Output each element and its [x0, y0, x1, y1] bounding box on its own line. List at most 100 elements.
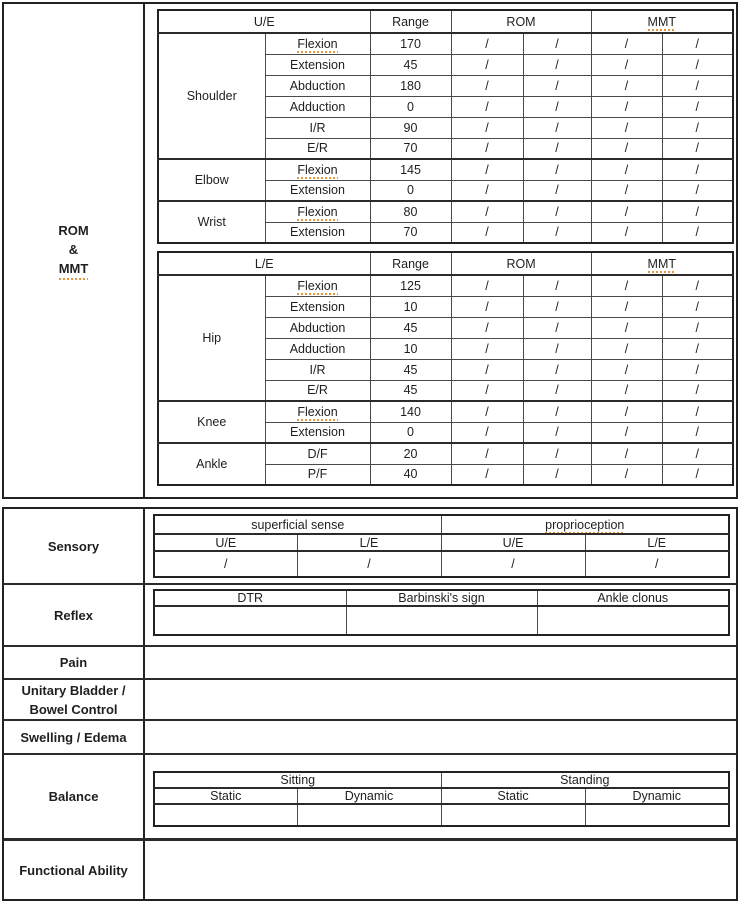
rom-value-cell: /: [522, 179, 592, 202]
movement-cell: I/R: [264, 358, 371, 381]
rom-value-cell: /: [450, 274, 524, 297]
side-label-mmt: MMT: [58, 259, 89, 280]
range-cell: 90: [369, 116, 452, 139]
movement-cell: Adduction: [264, 95, 371, 118]
mmt-header: MMT: [590, 251, 734, 276]
table-row: Extension 0// / /: [158, 179, 734, 202]
mmt-value-cell: /: [661, 74, 734, 97]
le-region-header: L/E: [157, 251, 371, 276]
range-cell: 10: [369, 337, 452, 360]
rom-value-cell: /: [450, 316, 524, 339]
mmt-value-cell: /: [590, 158, 663, 181]
movement-cell: E/R: [264, 379, 371, 402]
le-header-row: L/E Range ROM MMT: [157, 251, 734, 276]
mmt-value-cell: /: [590, 74, 663, 97]
sensory-content: superficial sense proprioception U/E L/E…: [145, 509, 736, 583]
range-cell: 10: [369, 295, 452, 318]
balance-value-cell: [584, 803, 730, 827]
balance-value-cell: [296, 803, 442, 827]
table-row: Hip Flexion 125// / /: [157, 274, 734, 402]
mmt-value-cell: /: [661, 421, 734, 444]
mmt-value-cell: /: [661, 358, 734, 381]
mmt-value-cell: /: [661, 274, 734, 297]
mmt-value-cell: /: [590, 137, 663, 160]
standing-header: Standing: [440, 771, 730, 789]
lower-extremity-table: L/E Range ROM MMT Hip Flexion 125// / / Exte…: [157, 251, 735, 486]
rom-header: ROM: [450, 9, 592, 34]
table-row: P/F 40// / /: [158, 463, 734, 486]
joint-cell: Knee: [157, 400, 266, 444]
joint-cell: Shoulder: [157, 32, 266, 160]
mmt-value-cell: /: [590, 337, 663, 360]
functional-ability-row: Functional Ability: [4, 841, 736, 899]
rom-value-cell: /: [450, 137, 524, 160]
rom-value-cell: /: [450, 200, 524, 223]
mmt-value-cell: /: [590, 221, 663, 244]
mmt-value-cell: /: [661, 53, 734, 76]
rom-mmt-side-label: ROM & MMT: [4, 4, 145, 497]
rom-value-cell: /: [450, 95, 524, 118]
balance-content: Sitting Standing Static Dynamic Static D…: [145, 755, 736, 838]
range-cell: 170: [369, 32, 452, 55]
table-row: Shoulder Flexion 170// / /: [157, 32, 734, 160]
dynamic-header: Dynamic: [584, 787, 730, 805]
sensory-le-header: L/E: [296, 533, 442, 552]
mmt-value-cell: /: [590, 463, 663, 486]
range-cell: 145: [369, 158, 452, 181]
table-row: Extension 70// / /: [158, 221, 734, 244]
rom-value-cell: /: [522, 337, 592, 360]
rom-value-cell: /: [450, 53, 524, 76]
movement-cell: P/F: [264, 463, 371, 486]
proprioception-header: proprioception: [440, 514, 730, 535]
rom-value-cell: /: [450, 400, 524, 423]
rom-value-cell: /: [450, 116, 524, 139]
movement-cell: Abduction: [264, 316, 371, 339]
balance-value-cell: [153, 803, 298, 827]
sitting-header: Sitting: [153, 771, 442, 789]
movement-cell: Extension: [264, 421, 371, 444]
ue-header-row: U/E Range ROM MMT: [157, 9, 734, 34]
table-row: E/R 45// / /: [158, 379, 734, 402]
rom-value-cell: /: [522, 200, 592, 223]
rom-value-cell: /: [522, 95, 592, 118]
rom-value-cell: /: [522, 32, 592, 55]
rom-value-cell: /: [522, 116, 592, 139]
mmt-value-cell: /: [661, 295, 734, 318]
mmt-value-cell: /: [661, 179, 734, 202]
mmt-value-cell: /: [661, 221, 734, 244]
rom-value-cell: /: [522, 137, 592, 160]
reflex-values-row: [153, 605, 730, 636]
joint-cell: Ankle: [157, 442, 266, 486]
reflex-table: DTR Barbinski's sign Ankle clonus: [153, 589, 730, 636]
sensory-label: Sensory: [4, 509, 145, 583]
rom-value-cell: /: [522, 400, 592, 423]
static-header: Static: [153, 787, 298, 805]
balance-values-row: [153, 803, 730, 827]
rom-mmt-section: ROM & MMT U/E Range ROM MMT Shoulder Flex…: [2, 2, 738, 499]
rom-mmt-tables: U/E Range ROM MMT Shoulder Flexion 170// / /…: [145, 4, 736, 497]
rom-value-cell: /: [522, 421, 592, 444]
bladder-bowel-row: Unitary Bladder / Bowel Control: [4, 680, 736, 721]
reflex-content: DTR Barbinski's sign Ankle clonus: [145, 585, 736, 645]
pain-label: Pain: [4, 647, 145, 678]
dynamic-header: Dynamic: [296, 787, 442, 805]
mmt-value-cell: /: [590, 53, 663, 76]
bladder-bowel-content: [145, 680, 736, 719]
range-cell: 40: [369, 463, 452, 486]
rom-value-cell: /: [522, 53, 592, 76]
superficial-sense-header: superficial sense: [153, 514, 442, 535]
ue-region-header: U/E: [157, 9, 371, 34]
range-cell: 0: [369, 179, 452, 202]
reflex-value-cell: [345, 605, 538, 636]
mmt-value-cell: /: [661, 158, 734, 181]
movement-cell: Extension: [264, 295, 371, 318]
balance-label: Balance: [4, 755, 145, 838]
rom-value-cell: /: [522, 74, 592, 97]
range-cell: 70: [369, 221, 452, 244]
reflex-header-row: DTR Barbinski's sign Ankle clonus: [153, 589, 730, 607]
movement-cell: Flexion: [264, 274, 371, 297]
rom-value-cell: /: [522, 158, 592, 181]
rom-value-cell: /: [522, 358, 592, 381]
mmt-value-cell: /: [661, 463, 734, 486]
mmt-value-cell: /: [590, 200, 663, 223]
